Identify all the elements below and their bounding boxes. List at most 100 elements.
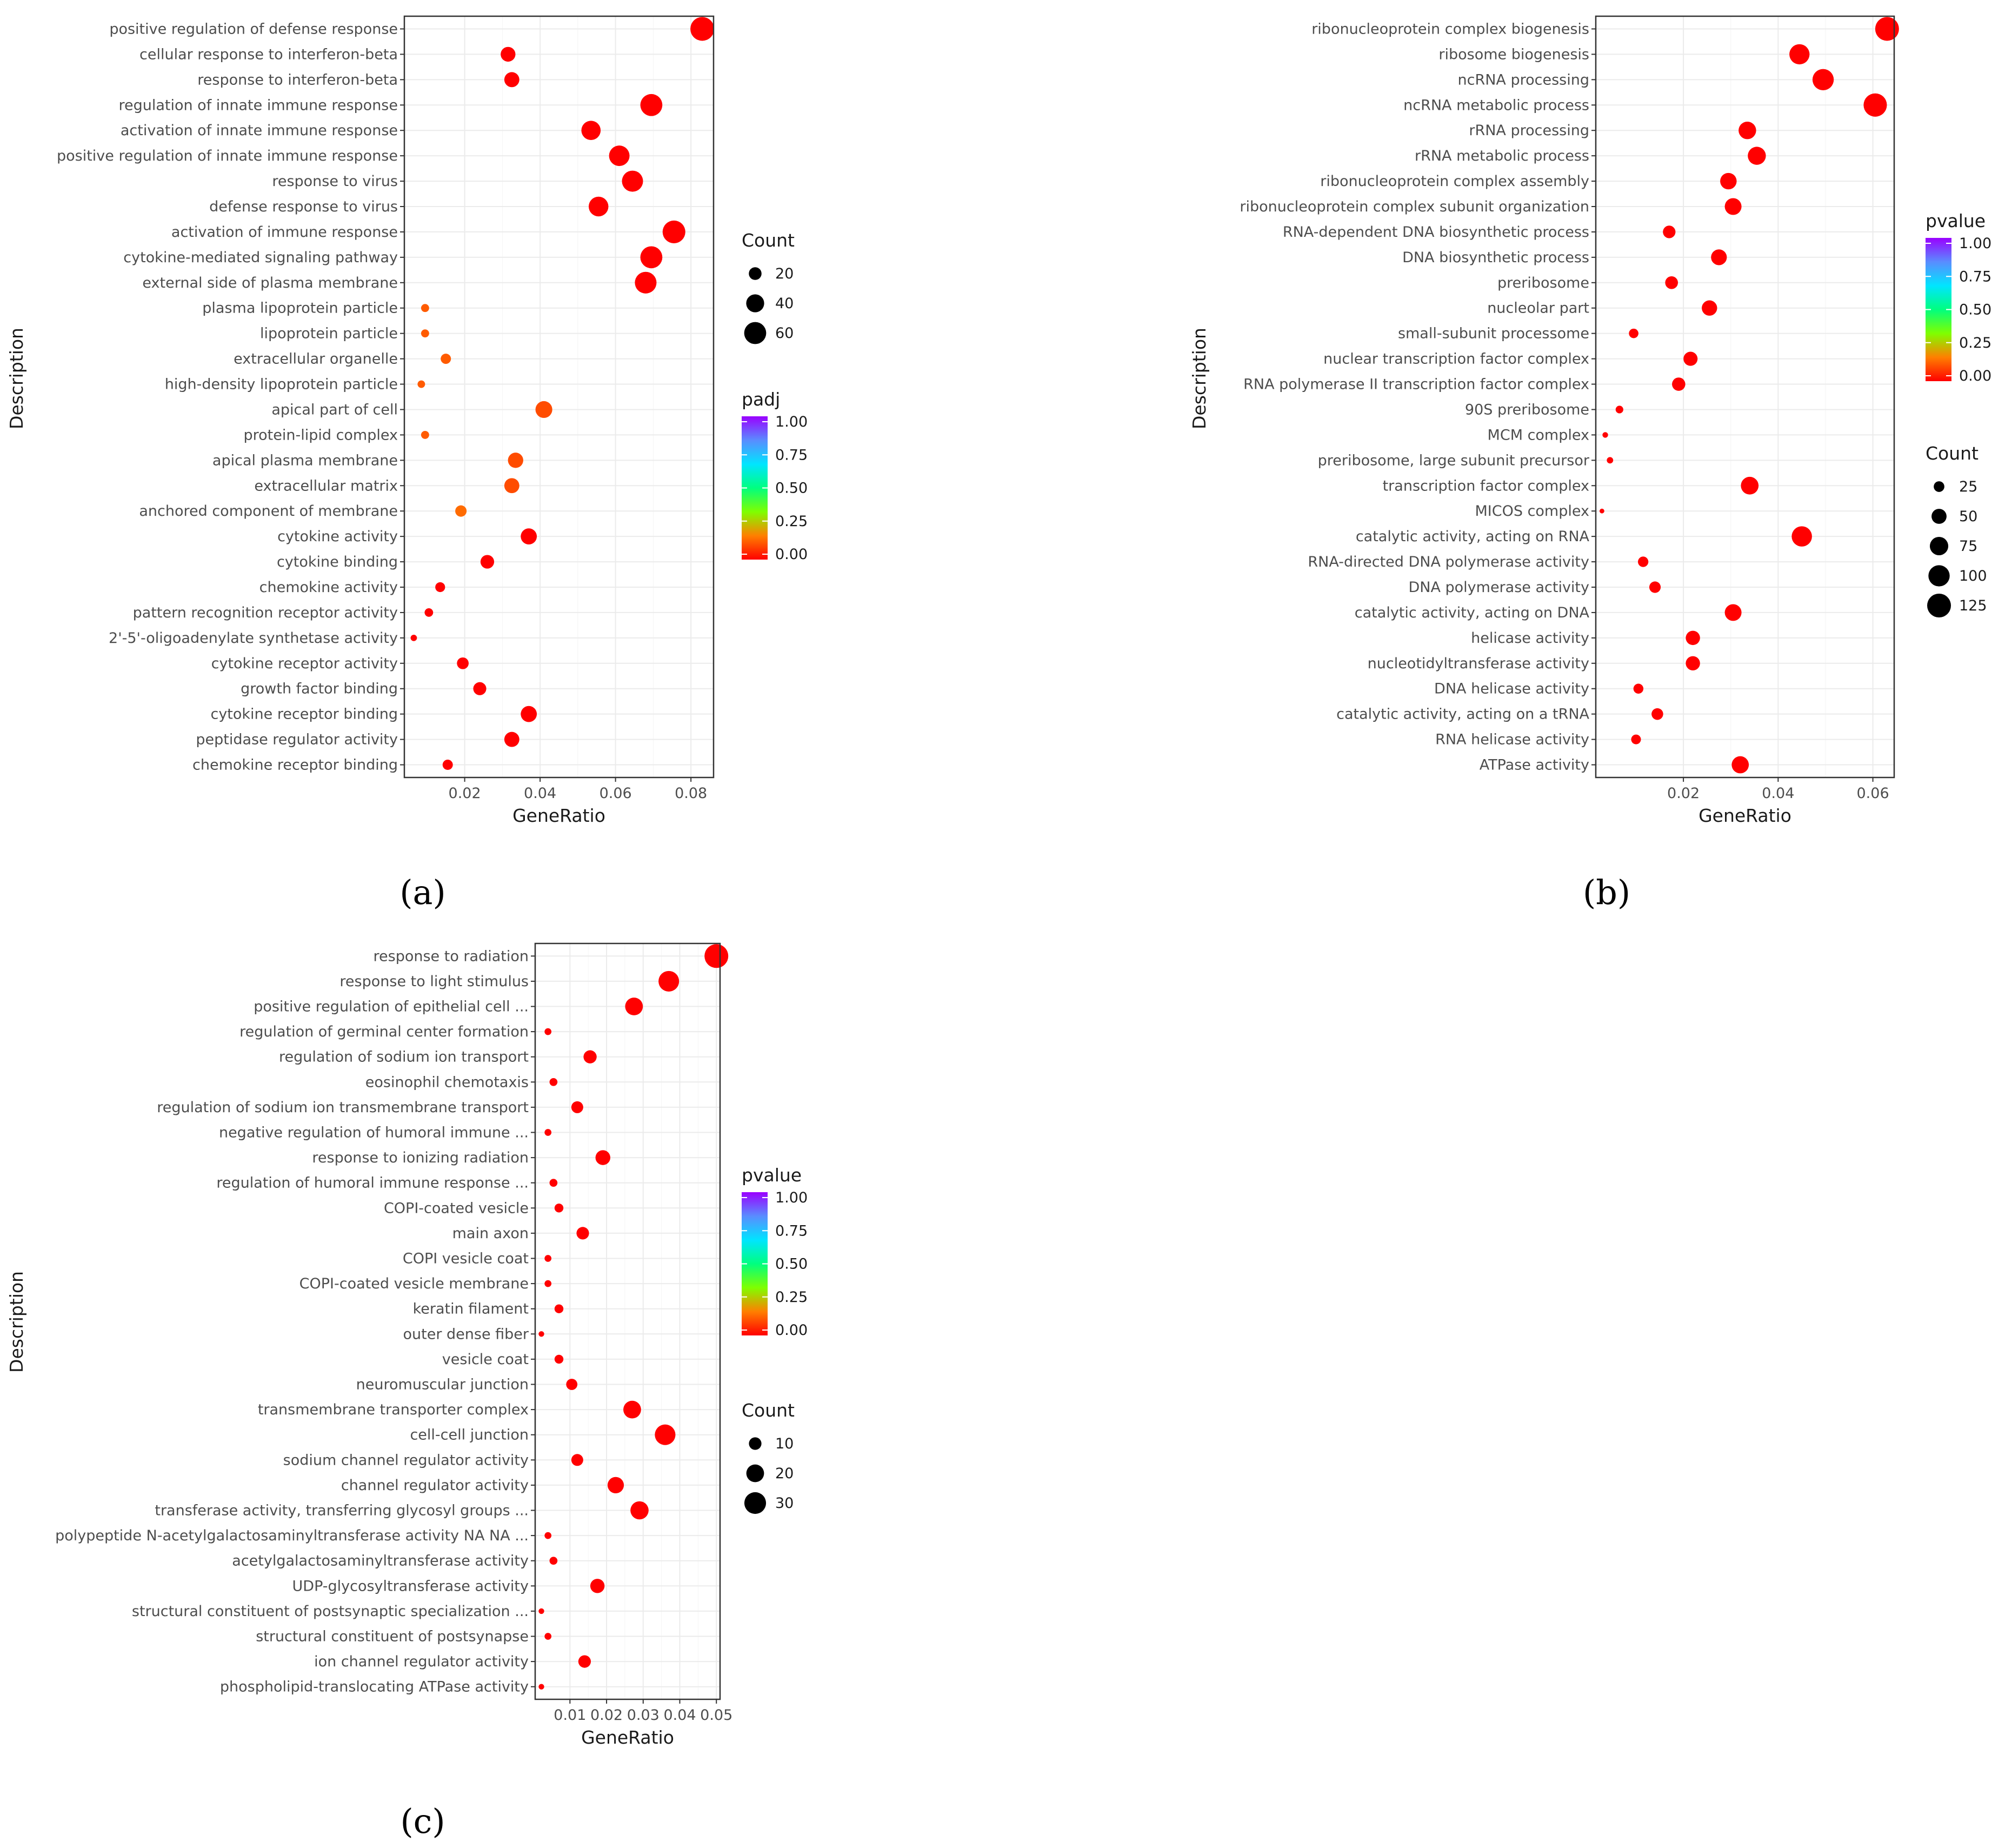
- y-tick-label: cytokine-mediated signaling pathway: [123, 249, 398, 266]
- data-point: [441, 354, 451, 364]
- y-tick-label: neuromuscular junction: [356, 1377, 529, 1393]
- y-tick-label: chemokine activity: [259, 579, 398, 596]
- y-tick-label: 90S preribosome: [1465, 401, 1589, 418]
- y-tick-label: sodium channel regulator activity: [283, 1452, 529, 1468]
- data-point: [535, 401, 552, 418]
- y-tick-label: ribosome biogenesis: [1438, 46, 1589, 63]
- data-point: [1663, 225, 1676, 238]
- data-point: [609, 145, 630, 167]
- data-point: [1724, 198, 1742, 215]
- y-tick-label: peptidase regulator activity: [196, 732, 398, 748]
- size-legend-label: 20: [775, 1465, 794, 1482]
- x-axis-title: GeneRatio: [1698, 805, 1791, 826]
- data-point: [1599, 508, 1604, 514]
- color-legend-title: pvalue: [742, 1165, 802, 1186]
- y-tick-label: chemokine receptor binding: [192, 757, 398, 774]
- size-legend-key: [1927, 594, 1951, 617]
- data-point: [1686, 630, 1700, 646]
- y-tick-label: defense response to virus: [209, 198, 398, 215]
- y-tick-label: activation of innate immune response: [121, 122, 398, 139]
- data-point: [578, 1655, 591, 1668]
- x-tick-label: 0.03: [627, 1707, 660, 1724]
- data-point: [576, 1227, 589, 1240]
- data-point: [424, 608, 434, 617]
- y-tick-label: ribonucleoprotein complex assembly: [1320, 173, 1589, 190]
- data-point: [504, 732, 519, 747]
- plot-border: [1595, 15, 1895, 779]
- data-point: [554, 1304, 564, 1313]
- y-tick-label: RNA helicase activity: [1435, 732, 1589, 748]
- data-point: [554, 1354, 564, 1364]
- x-tick-label: 0.01: [554, 1707, 586, 1724]
- data-point: [417, 380, 425, 388]
- x-tick-label: 0.06: [599, 785, 632, 802]
- data-point: [630, 1501, 649, 1520]
- x-tick-label: 0.02: [590, 1707, 623, 1724]
- size-legend-key: [1929, 536, 1949, 556]
- data-point: [504, 478, 519, 494]
- data-point: [622, 170, 643, 192]
- data-point: [1711, 249, 1727, 265]
- data-point: [480, 555, 495, 569]
- data-point: [658, 970, 680, 992]
- y-tick-label: activation of immune response: [171, 224, 398, 241]
- y-tick-label: ncRNA metabolic process: [1403, 97, 1589, 114]
- y-tick-label: regulation of humoral immune response ..…: [216, 1175, 529, 1192]
- data-point: [410, 634, 417, 641]
- x-tick-label: 0.02: [449, 785, 481, 802]
- data-point: [1789, 44, 1810, 65]
- size-legend-key: [749, 1437, 762, 1450]
- x-axis-title: GeneRatio: [581, 1727, 674, 1748]
- y-tick-label: negative regulation of humoral immune ..…: [219, 1125, 529, 1141]
- color-legend-label: 0.25: [1959, 335, 1991, 351]
- y-tick-label: vesicle coat: [442, 1351, 529, 1368]
- y-tick-label: ribonucleoprotein complex subunit organi…: [1240, 198, 1589, 215]
- data-point: [1633, 683, 1644, 694]
- panel-label: (b): [1583, 873, 1630, 912]
- size-legend-label: 125: [1959, 597, 1987, 614]
- data-point: [521, 528, 537, 545]
- plot-background: [1596, 16, 1894, 777]
- data-point: [435, 582, 445, 593]
- data-point: [549, 1179, 558, 1187]
- data-point: [1683, 351, 1698, 366]
- data-point: [571, 1454, 583, 1466]
- data-point: [625, 998, 643, 1015]
- data-point: [538, 1608, 544, 1614]
- size-legend-key: [749, 267, 762, 280]
- color-legend-label: 0.50: [775, 480, 808, 497]
- y-tick-label: regulation of germinal center formation: [239, 1023, 529, 1040]
- data-point: [544, 1028, 552, 1035]
- data-point: [544, 1280, 552, 1287]
- y-tick-label: nucleolar part: [1487, 300, 1589, 317]
- color-legend-label: 1.00: [1959, 235, 1991, 252]
- y-tick-label: COPI-coated vesicle: [384, 1200, 529, 1217]
- y-tick-label: response to ionizing radiation: [312, 1149, 529, 1166]
- y-tick-label: helicase activity: [1471, 630, 1589, 647]
- y-tick-label: extracellular organelle: [234, 351, 398, 368]
- y-tick-label: regulation of sodium ion transmembrane t…: [157, 1099, 529, 1116]
- y-tick-label: ncRNA processing: [1458, 71, 1589, 88]
- data-point: [583, 1050, 597, 1063]
- data-point: [1607, 457, 1614, 464]
- size-legend-label: 50: [1959, 508, 1977, 525]
- y-tick-label: positive regulation of epithelial cell .…: [254, 999, 529, 1015]
- y-axis-title: Description: [6, 328, 27, 429]
- y-tick-label: RNA-dependent DNA biosynthetic process: [1283, 224, 1589, 241]
- data-point: [1791, 526, 1812, 547]
- data-point: [1615, 406, 1623, 414]
- color-legend-label: 0.75: [775, 1222, 808, 1239]
- y-tick-label: high-density lipoprotein particle: [165, 376, 398, 393]
- data-point: [595, 1150, 611, 1165]
- data-point: [581, 121, 601, 141]
- data-point: [549, 1078, 558, 1086]
- y-tick-label: plasma lipoprotein particle: [202, 300, 398, 317]
- color-legend-label: 0.50: [775, 1256, 808, 1273]
- y-tick-label: positive regulation of defense response: [109, 21, 398, 37]
- y-tick-label: phospholipid-translocating ATPase activi…: [220, 1679, 529, 1696]
- color-legend-label: 0.00: [775, 1322, 808, 1339]
- panel-label: (a): [399, 873, 445, 912]
- x-tick-label: 0.06: [1857, 785, 1889, 802]
- y-tick-label: catalytic activity, acting on RNA: [1356, 528, 1590, 545]
- y-tick-label: DNA polymerase activity: [1408, 579, 1589, 596]
